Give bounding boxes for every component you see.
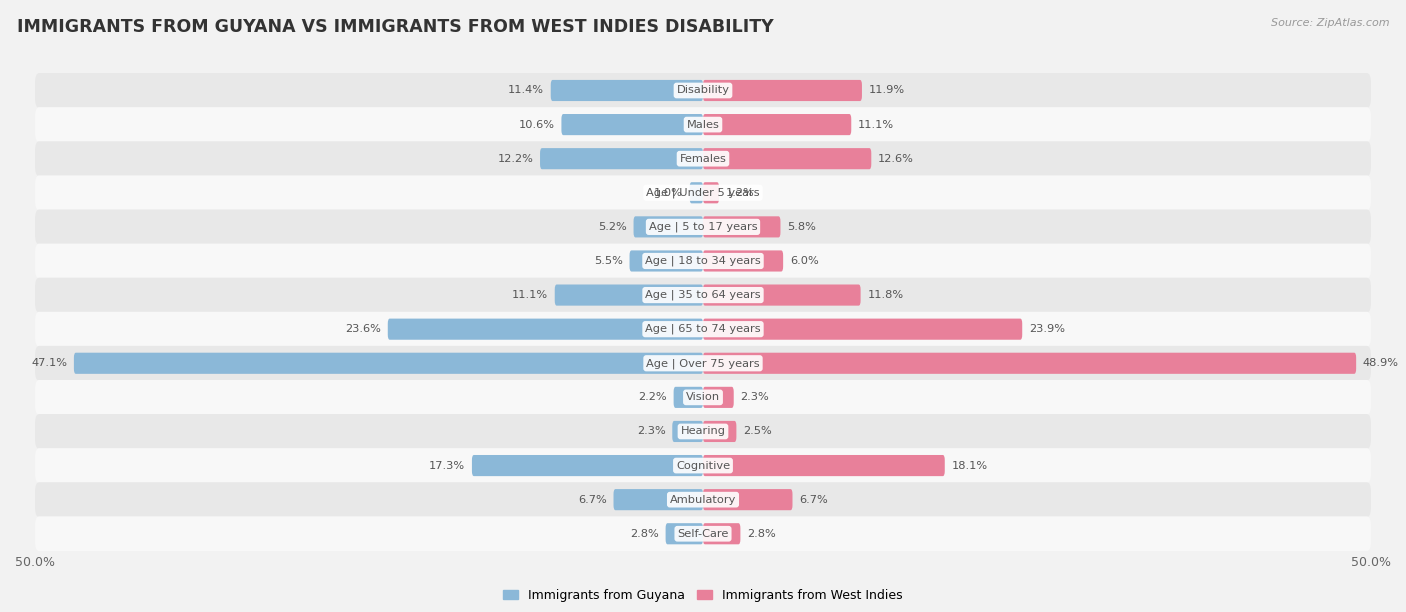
FancyBboxPatch shape	[35, 176, 1371, 210]
Text: 6.0%: 6.0%	[790, 256, 818, 266]
Text: Cognitive: Cognitive	[676, 461, 730, 471]
Text: 18.1%: 18.1%	[952, 461, 987, 471]
FancyBboxPatch shape	[551, 80, 703, 101]
FancyBboxPatch shape	[35, 448, 1371, 483]
FancyBboxPatch shape	[35, 517, 1371, 551]
Text: 6.7%: 6.7%	[578, 494, 607, 505]
FancyBboxPatch shape	[703, 489, 793, 510]
FancyBboxPatch shape	[35, 346, 1371, 381]
FancyBboxPatch shape	[703, 114, 851, 135]
Legend: Immigrants from Guyana, Immigrants from West Indies: Immigrants from Guyana, Immigrants from …	[503, 589, 903, 602]
Text: 2.8%: 2.8%	[747, 529, 776, 539]
Text: 12.2%: 12.2%	[498, 154, 533, 163]
FancyBboxPatch shape	[35, 73, 1371, 108]
FancyBboxPatch shape	[75, 353, 703, 374]
Text: Source: ZipAtlas.com: Source: ZipAtlas.com	[1271, 18, 1389, 28]
Text: Vision: Vision	[686, 392, 720, 402]
Text: 2.5%: 2.5%	[742, 427, 772, 436]
Text: Age | 18 to 34 years: Age | 18 to 34 years	[645, 256, 761, 266]
FancyBboxPatch shape	[35, 312, 1371, 346]
Text: 11.8%: 11.8%	[868, 290, 904, 300]
Text: 11.1%: 11.1%	[858, 119, 894, 130]
FancyBboxPatch shape	[703, 353, 1357, 374]
Text: 11.1%: 11.1%	[512, 290, 548, 300]
FancyBboxPatch shape	[35, 482, 1371, 517]
Text: Females: Females	[679, 154, 727, 163]
FancyBboxPatch shape	[35, 380, 1371, 415]
FancyBboxPatch shape	[703, 387, 734, 408]
Text: 12.6%: 12.6%	[877, 154, 914, 163]
FancyBboxPatch shape	[673, 387, 703, 408]
FancyBboxPatch shape	[703, 421, 737, 442]
Text: 5.8%: 5.8%	[787, 222, 815, 232]
Text: 6.7%: 6.7%	[799, 494, 828, 505]
Text: 2.8%: 2.8%	[630, 529, 659, 539]
Text: Age | 35 to 64 years: Age | 35 to 64 years	[645, 290, 761, 300]
Text: 48.9%: 48.9%	[1362, 358, 1399, 368]
Text: 1.2%: 1.2%	[725, 188, 755, 198]
FancyBboxPatch shape	[472, 455, 703, 476]
Text: 11.4%: 11.4%	[508, 86, 544, 95]
Text: 2.3%: 2.3%	[741, 392, 769, 402]
Text: 10.6%: 10.6%	[519, 119, 555, 130]
FancyBboxPatch shape	[703, 285, 860, 305]
FancyBboxPatch shape	[703, 523, 741, 544]
Text: Age | 65 to 74 years: Age | 65 to 74 years	[645, 324, 761, 334]
FancyBboxPatch shape	[35, 107, 1371, 142]
FancyBboxPatch shape	[35, 278, 1371, 313]
FancyBboxPatch shape	[35, 244, 1371, 278]
Text: Age | Under 5 years: Age | Under 5 years	[647, 187, 759, 198]
Text: IMMIGRANTS FROM GUYANA VS IMMIGRANTS FROM WEST INDIES DISABILITY: IMMIGRANTS FROM GUYANA VS IMMIGRANTS FRO…	[17, 18, 773, 36]
FancyBboxPatch shape	[630, 250, 703, 272]
Text: Age | Over 75 years: Age | Over 75 years	[647, 358, 759, 368]
FancyBboxPatch shape	[561, 114, 703, 135]
FancyBboxPatch shape	[703, 182, 718, 203]
Text: 11.9%: 11.9%	[869, 86, 904, 95]
Text: Self-Care: Self-Care	[678, 529, 728, 539]
FancyBboxPatch shape	[672, 421, 703, 442]
FancyBboxPatch shape	[703, 250, 783, 272]
FancyBboxPatch shape	[613, 489, 703, 510]
FancyBboxPatch shape	[388, 319, 703, 340]
Text: 1.0%: 1.0%	[654, 188, 683, 198]
Text: 2.2%: 2.2%	[638, 392, 666, 402]
Text: Disability: Disability	[676, 86, 730, 95]
Text: Males: Males	[686, 119, 720, 130]
Text: 47.1%: 47.1%	[31, 358, 67, 368]
Text: 2.3%: 2.3%	[637, 427, 665, 436]
Text: Hearing: Hearing	[681, 427, 725, 436]
FancyBboxPatch shape	[540, 148, 703, 170]
FancyBboxPatch shape	[703, 148, 872, 170]
Text: 17.3%: 17.3%	[429, 461, 465, 471]
Text: 5.5%: 5.5%	[593, 256, 623, 266]
FancyBboxPatch shape	[703, 80, 862, 101]
FancyBboxPatch shape	[35, 414, 1371, 449]
FancyBboxPatch shape	[703, 319, 1022, 340]
FancyBboxPatch shape	[555, 285, 703, 305]
Text: 23.9%: 23.9%	[1029, 324, 1064, 334]
Text: 5.2%: 5.2%	[598, 222, 627, 232]
FancyBboxPatch shape	[665, 523, 703, 544]
FancyBboxPatch shape	[703, 455, 945, 476]
FancyBboxPatch shape	[634, 216, 703, 237]
FancyBboxPatch shape	[35, 209, 1371, 244]
FancyBboxPatch shape	[35, 141, 1371, 176]
Text: Age | 5 to 17 years: Age | 5 to 17 years	[648, 222, 758, 232]
Text: 23.6%: 23.6%	[346, 324, 381, 334]
Text: Ambulatory: Ambulatory	[669, 494, 737, 505]
FancyBboxPatch shape	[703, 216, 780, 237]
FancyBboxPatch shape	[689, 182, 703, 203]
